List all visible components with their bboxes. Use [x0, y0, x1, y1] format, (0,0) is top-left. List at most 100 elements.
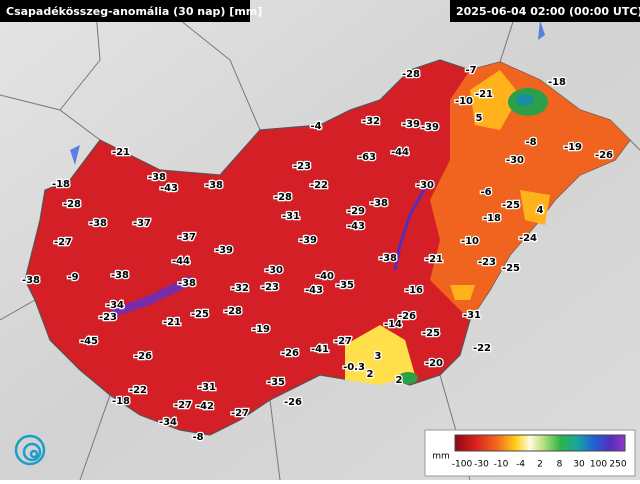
station-value: -31 [463, 310, 481, 321]
station-value: -41 [311, 344, 329, 355]
station-value: -26 [398, 311, 416, 322]
station-value: -35 [336, 280, 354, 291]
station-value: -37 [178, 232, 196, 243]
anomaly-yellow [450, 70, 550, 300]
station-value: -39 [215, 245, 233, 256]
station-value: -31 [198, 382, 216, 393]
station-value: -22 [129, 385, 147, 396]
anomaly-orange [430, 62, 630, 320]
legend-label: -4 [516, 460, 525, 470]
station-value: -43 [347, 221, 365, 232]
station-value: -30 [506, 155, 524, 166]
station-value: -19 [252, 324, 270, 335]
legend-label: 30 [573, 460, 585, 470]
anomaly-green-south [398, 372, 418, 384]
station-value: -25 [422, 328, 440, 339]
station-value: -23 [478, 257, 496, 268]
station-value: 5 [476, 113, 483, 124]
station-value: -40 [316, 271, 334, 282]
station-value: -44 [172, 256, 190, 267]
station-value: -28 [402, 69, 420, 80]
station-value: -23 [293, 161, 311, 172]
colorbar [454, 434, 626, 452]
station-value: -24 [519, 233, 537, 244]
station-value: -38 [111, 270, 129, 281]
station-value: -28 [274, 192, 292, 203]
station-value: -8 [525, 137, 536, 148]
station-value: -22 [310, 180, 328, 191]
station-value: -4 [310, 121, 321, 132]
station-value: -18 [112, 396, 130, 407]
station-value: -63 [358, 152, 376, 163]
station-value: -38 [370, 198, 388, 209]
station-value: -21 [163, 317, 181, 328]
station-value: 2 [396, 375, 403, 386]
station-value: -23 [261, 282, 279, 293]
station-value: -42 [196, 401, 214, 412]
station-value: -32 [231, 283, 249, 294]
station-value: -18 [548, 77, 566, 88]
legend-label: 8 [557, 460, 563, 470]
station-value: -21 [112, 147, 130, 158]
station-value: -16 [405, 285, 423, 296]
station-value: -39 [299, 235, 317, 246]
station-value: -19 [564, 142, 582, 153]
station-value: 4 [537, 205, 544, 216]
station-value: -0.3 [343, 362, 365, 373]
station-value: -18 [483, 213, 501, 224]
station-value: -38 [205, 180, 223, 191]
station-value: -37 [133, 218, 151, 229]
station-value: -25 [502, 263, 520, 274]
station-value: -38 [22, 275, 40, 286]
station-value: -26 [134, 351, 152, 362]
station-value: -8 [192, 432, 203, 443]
station-value: -45 [80, 336, 98, 347]
station-value: -28 [224, 306, 242, 317]
station-value: -27 [54, 237, 72, 248]
legend-label: 250 [609, 460, 626, 470]
station-value: -43 [160, 183, 178, 194]
station-labels: -28 -7-21-10-185-4 -32 -39 -39-8 -19-26-21 -63… [21, 64, 615, 445]
legend-label: -30 [474, 460, 489, 470]
station-value: -30 [416, 180, 434, 191]
station-value: -26 [281, 348, 299, 359]
station-value: -26 [284, 397, 302, 408]
timestamp: 2025-06-04 02:00 (00:00 UTC) [456, 5, 640, 18]
station-value: -35 [267, 377, 285, 388]
station-value: -38 [379, 253, 397, 264]
station-value: -18 [52, 179, 70, 190]
station-value: -20 [425, 358, 443, 369]
station-value: -38 [89, 218, 107, 229]
station-value: -39 [402, 119, 420, 130]
logo [14, 434, 46, 466]
station-value: -27 [174, 400, 192, 411]
station-value: -34 [106, 300, 124, 311]
station-value: -9 [67, 272, 78, 283]
lake-balaton [110, 275, 192, 318]
station-value: -22 [473, 343, 491, 354]
station-value: -30 [265, 265, 283, 276]
station-value: -28 [63, 199, 81, 210]
station-value: -25 [191, 309, 209, 320]
station-value: -34 [159, 417, 177, 428]
station-value: -7 [465, 65, 476, 76]
station-value: -27 [231, 408, 249, 419]
legend-label: -100 [452, 460, 473, 470]
timestamp-box [450, 0, 640, 22]
station-value: -39 [421, 122, 439, 133]
title-box [0, 0, 250, 22]
station-value: -21 [475, 89, 493, 100]
station-value: -23 [99, 312, 117, 323]
station-value: -26 [595, 150, 613, 161]
station-value: 3 [375, 351, 382, 362]
anomaly-yellow-south [345, 325, 415, 385]
station-value: -44 [391, 147, 409, 158]
station-value: -10 [455, 96, 473, 107]
station-value: -29 [347, 206, 365, 217]
legend-label: 100 [590, 460, 607, 470]
legend: mm-100 -30 -10 -4 2 8 30 100 250 [432, 452, 627, 470]
station-value: -32 [362, 116, 380, 127]
legend-label: -10 [494, 460, 509, 470]
station-value: -6 [480, 187, 491, 198]
